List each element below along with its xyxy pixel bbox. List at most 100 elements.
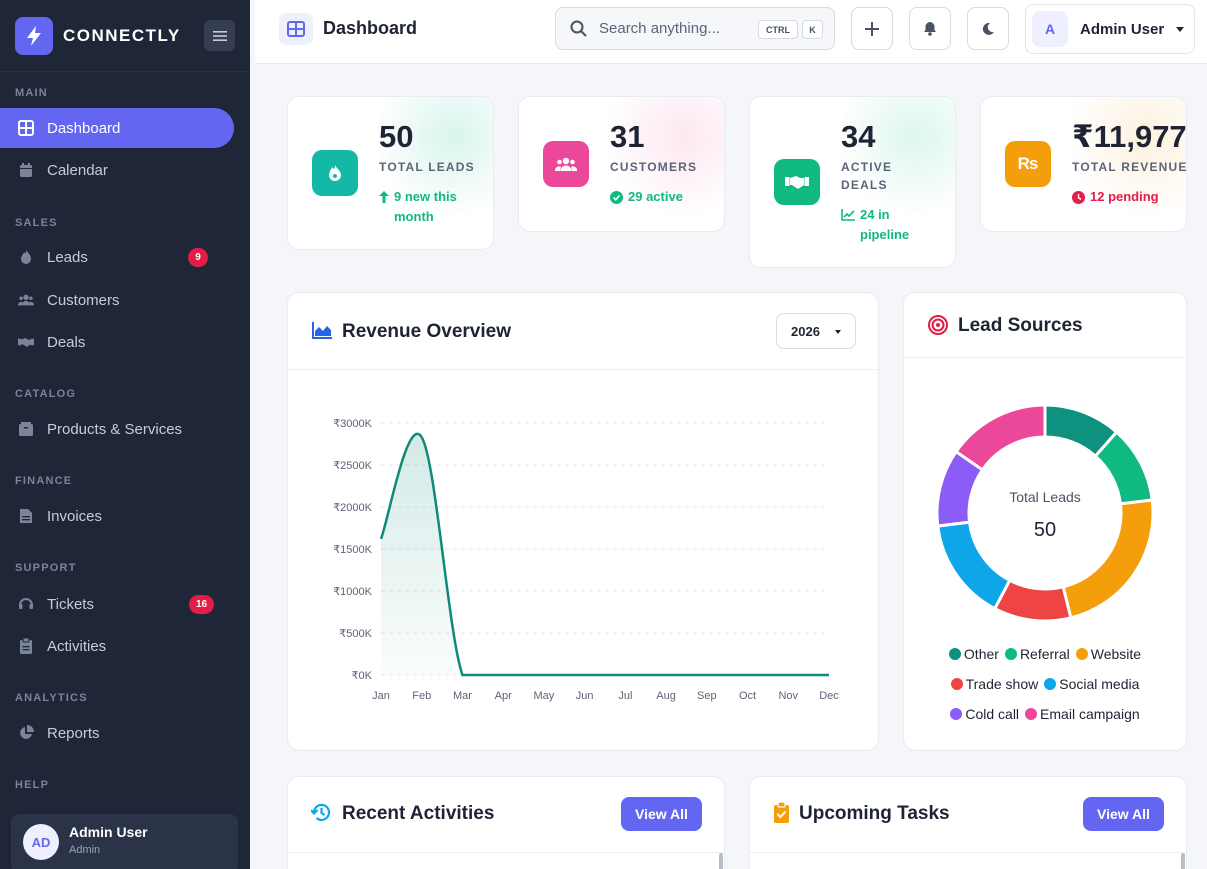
check-circle-icon xyxy=(610,191,623,204)
stat-sub: 12 pending xyxy=(1072,187,1182,207)
stat-card-deals: 34 ACTIVE DEALS 24 in pipeline xyxy=(749,96,956,268)
stat-sub-text: 9 new this month xyxy=(394,189,457,224)
stat-sub: 9 new this month xyxy=(379,187,479,227)
y-tick-label: ₹2500K xyxy=(333,460,372,472)
users-icon xyxy=(543,141,589,187)
stat-label: TOTAL REVENUE xyxy=(1072,160,1187,174)
fire-icon xyxy=(312,150,358,196)
stat-sub: 24 in pipeline xyxy=(841,205,941,245)
revenue-chart: ₹0K ₹500K ₹1000K ₹1500K ₹2000K ₹2500K ₹3000K Ja… xyxy=(333,418,839,702)
legend-item[interactable]: Referral xyxy=(1004,645,1070,663)
theme-toggle-button[interactable] xyxy=(967,7,1009,50)
sidebar-item-deals[interactable]: Deals xyxy=(0,322,234,362)
panel-header: Revenue Overview 2026 xyxy=(288,293,878,370)
legend-swatch xyxy=(1025,708,1038,720)
fire-icon xyxy=(21,250,31,264)
scrollbar[interactable] xyxy=(719,853,723,869)
sidebar-user-card[interactable]: AD Admin User Admin xyxy=(11,814,238,869)
brand-bar: CONNECTLY xyxy=(0,0,250,72)
y-tick-label: ₹1000K xyxy=(333,586,372,598)
legend-swatch xyxy=(1044,678,1057,690)
history-icon xyxy=(311,803,331,821)
area-chart-icon xyxy=(312,322,332,339)
scrollbar[interactable] xyxy=(1181,853,1185,869)
sidebar: CONNECTLY MAIN Dashboard Calendar SALES … xyxy=(0,0,250,869)
clipboard-icon xyxy=(20,638,32,654)
sidebar-item-customers[interactable]: Customers xyxy=(0,280,234,320)
top-header: Dashboard Search anything... CTRL K A Ad… xyxy=(255,0,1207,64)
sidebar-user-name: Admin User xyxy=(69,824,148,840)
legend-label: Other xyxy=(963,646,999,662)
panel-title: Lead Sources xyxy=(958,315,1083,336)
sidebar-item-tickets[interactable]: Tickets 16 xyxy=(0,584,234,624)
sidebar-item-reports[interactable]: Reports xyxy=(0,713,234,753)
user-menu-button[interactable]: A Admin User xyxy=(1025,4,1195,54)
box-icon xyxy=(19,422,33,436)
x-tick-label: Aug xyxy=(656,690,676,702)
moon-icon xyxy=(982,22,994,35)
leads-count-badge: 9 xyxy=(188,247,208,267)
view-all-activities-button[interactable]: View All xyxy=(621,797,702,831)
lightning-icon xyxy=(15,16,53,55)
calendar-icon xyxy=(20,163,32,177)
legend-item[interactable]: Trade show xyxy=(950,675,1038,693)
sidebar-item-calendar[interactable]: Calendar xyxy=(0,150,234,190)
tickets-count-badge: 16 xyxy=(189,594,214,614)
users-icon xyxy=(18,294,34,306)
hamburger-icon xyxy=(212,30,227,41)
pie-chart-icon xyxy=(20,725,34,739)
sidebar-item-dashboard[interactable]: Dashboard xyxy=(0,108,234,148)
year-select-value: 2026 xyxy=(791,323,820,339)
clipboard-check-icon xyxy=(774,802,789,823)
sidebar-item-label: Dashboard xyxy=(47,119,121,137)
stat-value: 34 xyxy=(841,119,876,154)
stat-value: ₹11,977.4 xyxy=(1072,119,1187,154)
section-title-analytics: ANALYTICS xyxy=(15,692,88,704)
x-tick-label: Mar xyxy=(453,690,472,702)
lead-sources-legend: Other Referral Website Trade show Social med… xyxy=(904,645,1186,723)
grid-icon xyxy=(18,120,34,136)
sidebar-item-label: Tickets xyxy=(47,595,94,613)
stat-value: 31 xyxy=(610,119,645,154)
revenue-area xyxy=(381,433,829,675)
x-tick-label: Dec xyxy=(819,690,839,702)
sidebar-item-activities[interactable]: Activities xyxy=(0,626,234,666)
legend-item[interactable]: Website xyxy=(1075,645,1141,663)
stat-sub-text: 12 pending xyxy=(1090,189,1159,204)
bell-icon xyxy=(924,22,936,36)
sidebar-item-label: Activities xyxy=(47,637,107,655)
sidebar-item-invoices[interactable]: Invoices xyxy=(0,496,234,536)
legend-item[interactable]: Email campaign xyxy=(1025,705,1140,723)
sidebar-item-label: Customers xyxy=(47,291,120,309)
notifications-button[interactable] xyxy=(909,7,951,50)
sidebar-item-label: Reports xyxy=(47,724,100,742)
sidebar-item-products[interactable]: Products & Services xyxy=(0,409,234,449)
section-title-help: HELP xyxy=(15,779,50,791)
x-tick-label: Oct xyxy=(739,690,756,702)
sidebar-item-label: Calendar xyxy=(47,161,108,179)
headset-icon xyxy=(19,598,33,609)
shortcut-key-ctrl: CTRL xyxy=(758,20,798,39)
legend-label: Cold call xyxy=(965,706,1020,722)
legend-swatch xyxy=(950,678,963,690)
revenue-series-line xyxy=(379,432,829,677)
menu-toggle-button[interactable] xyxy=(204,20,235,51)
lead-sources-panel: Lead Sources Total Leads 50 Other Referra… xyxy=(903,292,1187,751)
stat-card-leads: 50 TOTAL LEADS 9 new this month xyxy=(287,96,494,250)
legend-item[interactable]: Cold call xyxy=(950,705,1019,723)
donut-slice-email-campaign[interactable] xyxy=(954,403,1047,472)
legend-item[interactable]: Other xyxy=(948,645,999,663)
search-input[interactable]: Search anything... CTRL K xyxy=(555,7,835,50)
year-select[interactable]: 2026 xyxy=(776,313,856,349)
y-tick-label: ₹1500K xyxy=(333,544,372,556)
view-all-tasks-button[interactable]: View All xyxy=(1083,797,1164,831)
legend-label: Social media xyxy=(1059,676,1140,692)
stat-value: 50 xyxy=(379,119,414,154)
sidebar-item-leads[interactable]: Leads 9 xyxy=(0,237,234,277)
caret-down-icon xyxy=(1176,27,1184,32)
add-button[interactable] xyxy=(851,7,893,50)
legend-item[interactable]: Social media xyxy=(1044,675,1139,693)
donut-slice-website[interactable] xyxy=(1061,498,1155,620)
stat-sub-text: 29 active xyxy=(628,189,683,204)
donut-center-value: 50 xyxy=(1033,519,1057,541)
